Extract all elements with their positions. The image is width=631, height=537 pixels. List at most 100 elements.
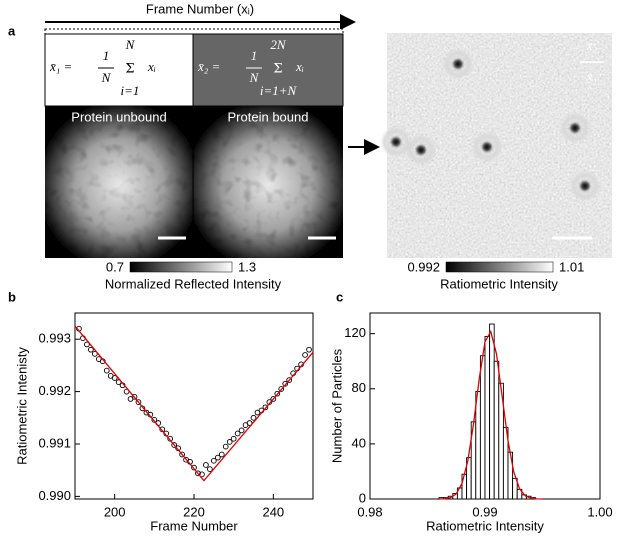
y-tick-label: 0.992 xyxy=(38,383,71,398)
particle-core xyxy=(570,123,580,133)
data-point xyxy=(234,430,241,437)
data-point xyxy=(195,470,201,477)
particle-core xyxy=(482,142,492,152)
formula-sum: Σ xyxy=(273,62,282,77)
formula-lhs: x̄₁ = xyxy=(49,59,72,74)
histogram-bar xyxy=(512,477,518,500)
colorbar-min: 0.7 xyxy=(106,259,124,274)
particle-ring xyxy=(473,133,501,161)
x-tick-label: 220 xyxy=(183,504,205,519)
plot-frame xyxy=(74,312,314,500)
data-point xyxy=(91,351,98,357)
formula-numerator: 1 xyxy=(103,48,110,63)
data-point xyxy=(191,464,197,471)
formula-numerator: 1 xyxy=(251,48,258,63)
data-point xyxy=(226,439,233,445)
data-point xyxy=(230,435,237,442)
formula-lower: i=1+N xyxy=(260,83,298,98)
colorbar-min: 0.992 xyxy=(407,259,440,274)
formula-upper: N xyxy=(125,37,136,52)
particles xyxy=(382,50,599,200)
y-tick-label: 40 xyxy=(352,435,366,450)
particle-ring xyxy=(444,50,472,78)
data-point xyxy=(302,352,308,358)
x-tick-label: 200 xyxy=(104,504,126,519)
data-point xyxy=(179,451,185,458)
x-axis-label: Frame Number xyxy=(150,518,238,533)
panel-label: c xyxy=(336,289,343,304)
histogram-bar xyxy=(489,323,495,500)
colorbar-label: Normalized Reflected Intensity xyxy=(105,276,282,291)
x-tick-label: 0.98 xyxy=(357,504,382,519)
x-axis-label: Ratiometric Intensity xyxy=(426,518,544,533)
data-point xyxy=(131,393,138,400)
data-point xyxy=(103,367,110,374)
y-tick-label: 0.990 xyxy=(38,488,71,503)
formula-denominator: N xyxy=(249,70,260,85)
data-point xyxy=(210,457,217,464)
data-point xyxy=(250,414,257,421)
formula-upper: 2N xyxy=(270,37,287,52)
image-unbound xyxy=(45,106,193,258)
data-point xyxy=(218,451,225,458)
data-point xyxy=(171,442,178,448)
data-point xyxy=(84,341,90,348)
particle-ring xyxy=(407,136,435,164)
particle-ring xyxy=(571,172,599,200)
histogram-bar xyxy=(461,473,468,500)
ratio-denominator: x̄₁ xyxy=(586,69,597,84)
formula-sum: Σ xyxy=(125,62,134,77)
x-tick-label: 240 xyxy=(262,504,284,519)
colorbar xyxy=(445,261,554,273)
data-point xyxy=(306,346,312,353)
data-point xyxy=(222,443,229,450)
data-point xyxy=(282,380,289,387)
data-point xyxy=(199,471,205,478)
data-point xyxy=(151,417,158,423)
formula-box xyxy=(192,33,344,107)
panel-label: a xyxy=(8,23,16,38)
colorbar xyxy=(129,261,233,273)
data-point xyxy=(111,375,118,381)
formula-lower: i=1 xyxy=(121,83,140,98)
fit-line xyxy=(74,325,314,482)
y-tick-label: 0.993 xyxy=(38,331,71,346)
image-bound xyxy=(193,106,343,258)
histogram-bar xyxy=(479,355,486,500)
y-tick-label: 120 xyxy=(344,325,366,340)
colorbar-label: Ratiometric Intensity xyxy=(440,276,558,291)
data-point xyxy=(278,386,285,392)
particle-core xyxy=(580,181,590,191)
data-point xyxy=(214,454,221,461)
fit-curve xyxy=(438,329,543,500)
particle-ring xyxy=(561,114,589,142)
particle-ring xyxy=(382,128,410,156)
data-point xyxy=(274,390,281,397)
formula-term: xᵢ xyxy=(147,59,156,74)
y-axis-label: Ratiometric Intenisty xyxy=(14,347,29,465)
data-point xyxy=(88,346,94,353)
formula-lhs: x̄₂ = xyxy=(197,59,220,74)
colorbar-max: 1.01 xyxy=(559,259,584,274)
frame-axis-label: Frame Number (xᵢ) xyxy=(146,1,254,16)
histogram-bar xyxy=(484,335,491,500)
y-axis-label: Number of Particles xyxy=(329,348,344,463)
x-tick-label: 1.00 xyxy=(587,504,612,519)
data-point xyxy=(246,420,253,426)
data-point xyxy=(135,399,142,405)
data-point xyxy=(203,462,209,468)
data-point xyxy=(262,404,269,411)
image-label: Protein unbound xyxy=(71,109,166,124)
y-tick-label: 80 xyxy=(352,380,366,395)
ratio-numerator: x̄₂ xyxy=(586,38,598,53)
image-label: Protein bound xyxy=(228,109,309,124)
data-point xyxy=(286,377,293,383)
y-tick-label: 0 xyxy=(359,490,366,505)
data-point xyxy=(207,466,213,472)
frame-strip xyxy=(44,28,344,35)
formula-denominator: N xyxy=(101,70,112,85)
data-point xyxy=(270,396,277,402)
